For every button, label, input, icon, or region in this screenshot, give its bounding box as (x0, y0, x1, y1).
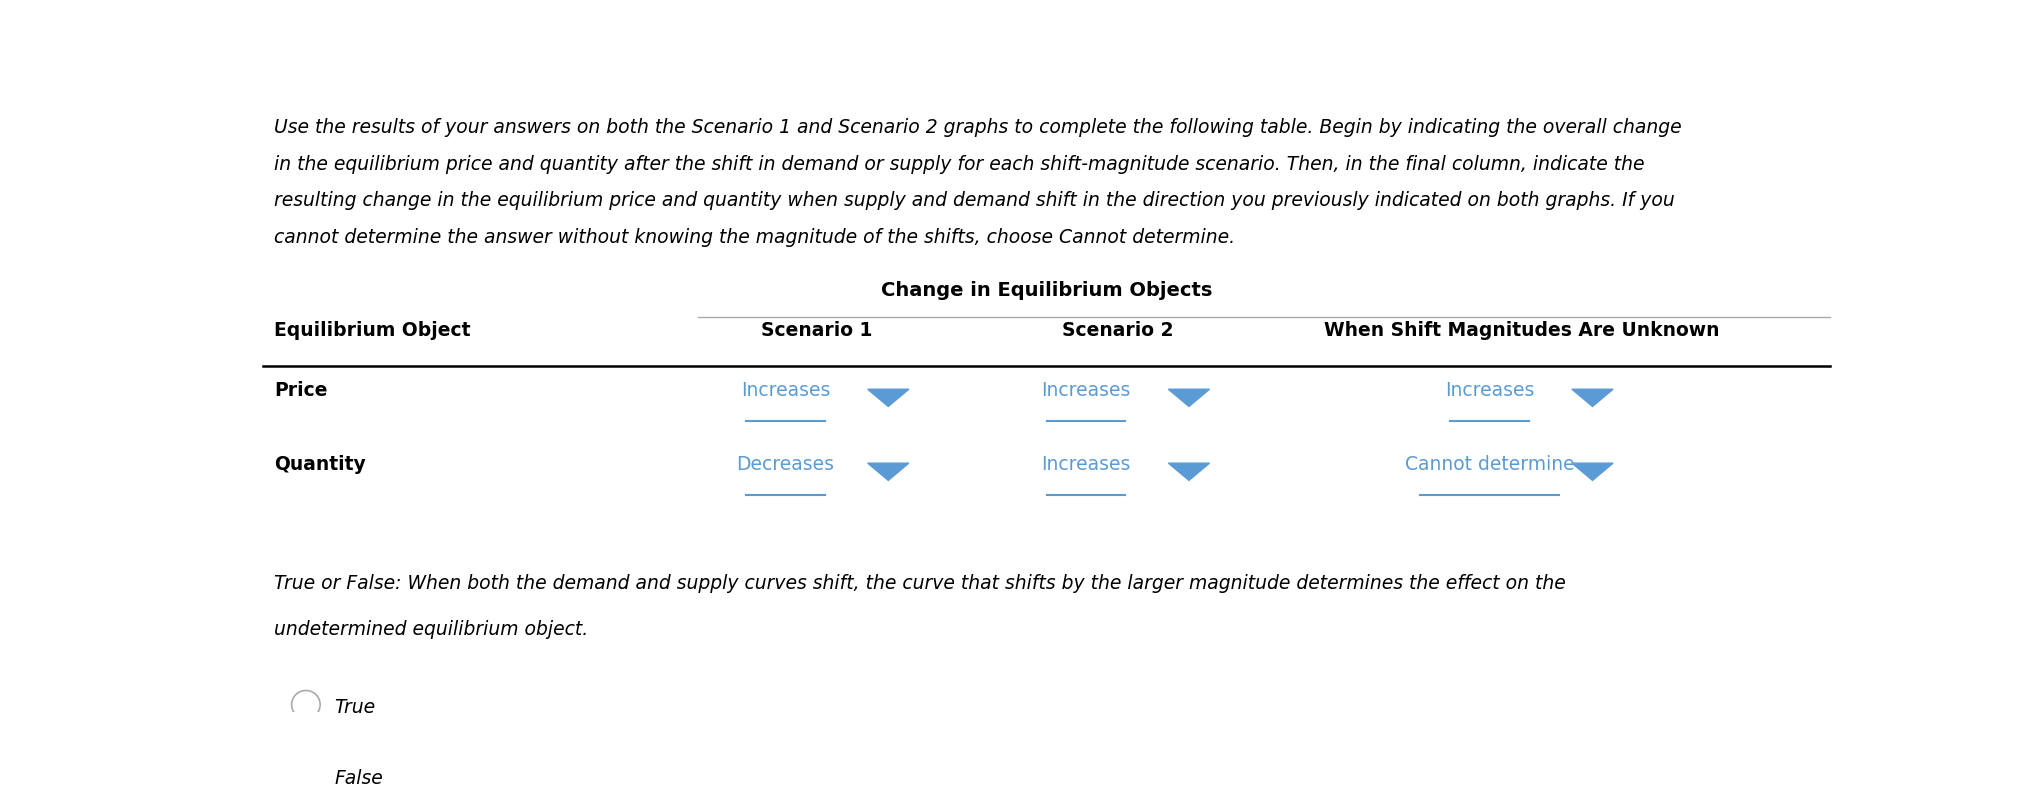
Text: Equilibrium Object: Equilibrium Object (274, 322, 472, 341)
Text: Increases: Increases (1041, 381, 1131, 399)
Text: Price: Price (274, 381, 327, 399)
Polygon shape (1168, 463, 1209, 480)
Text: Decreases: Decreases (737, 454, 835, 474)
Text: Scenario 1: Scenario 1 (762, 322, 872, 341)
Text: in the equilibrium price and quantity after the shift in demand or supply for ea: in the equilibrium price and quantity af… (274, 154, 1644, 174)
Polygon shape (868, 390, 909, 406)
Text: Quantity: Quantity (274, 454, 366, 474)
Text: False: False (335, 770, 384, 788)
Text: undetermined equilibrium object.: undetermined equilibrium object. (274, 620, 588, 639)
Text: True: True (335, 698, 376, 718)
Text: Increases: Increases (1041, 454, 1131, 474)
Text: Increases: Increases (741, 381, 831, 399)
Text: Increases: Increases (1446, 381, 1534, 399)
Polygon shape (1168, 390, 1209, 406)
Text: cannot determine the answer without knowing the magnitude of the shifts, choose : cannot determine the answer without know… (274, 229, 1235, 247)
Text: Scenario 2: Scenario 2 (1062, 322, 1174, 341)
Text: Change in Equilibrium Objects: Change in Equilibrium Objects (880, 281, 1213, 300)
Text: Cannot determine: Cannot determine (1405, 454, 1574, 474)
Text: When Shift Magnitudes Are Unknown: When Shift Magnitudes Are Unknown (1323, 322, 1719, 341)
Text: resulting change in the equilibrium price and quantity when supply and demand sh: resulting change in the equilibrium pric… (274, 191, 1674, 210)
Polygon shape (868, 463, 909, 480)
Polygon shape (1572, 463, 1613, 480)
Polygon shape (1572, 390, 1613, 406)
Text: True or False: When both the demand and supply curves shift, the curve that shif: True or False: When both the demand and … (274, 574, 1566, 593)
Text: Use the results of your answers on both the Scenario 1 and Scenario 2 graphs to : Use the results of your answers on both … (274, 118, 1683, 137)
